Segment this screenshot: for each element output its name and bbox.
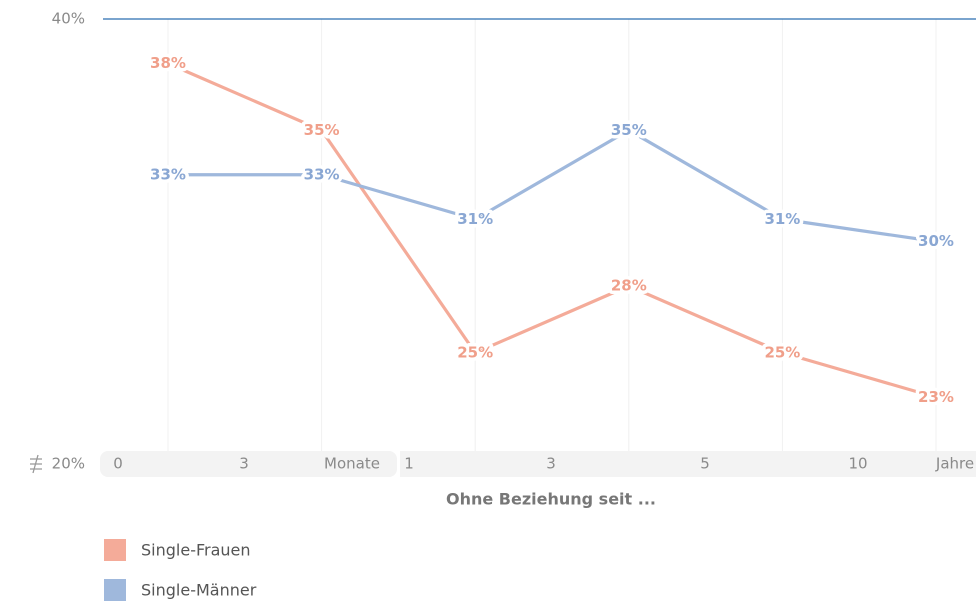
x-axis-label: 0 <box>113 455 123 473</box>
data-label: 28% <box>611 277 647 295</box>
legend-label: Single-Frauen <box>141 541 251 560</box>
x-axis-label: 3 <box>239 455 249 473</box>
data-label: 25% <box>457 343 493 361</box>
data-label: 38% <box>150 54 186 72</box>
legend-label: Single-Männer <box>141 581 257 600</box>
data-label: 31% <box>457 210 493 228</box>
series-line <box>167 62 937 399</box>
axis-band <box>400 451 976 477</box>
data-label: 33% <box>304 165 340 183</box>
y-tick-label: 40% <box>52 10 85 28</box>
series-line <box>168 128 937 244</box>
x-axis-label: Jahre <box>935 455 974 473</box>
data-label: 35% <box>304 121 340 139</box>
data-label: 33% <box>150 165 186 183</box>
x-axis-label: Monate <box>324 455 380 473</box>
data-label: 23% <box>918 388 954 406</box>
axis-break <box>30 454 42 474</box>
legend-swatch <box>104 539 126 561</box>
data-label: 30% <box>918 232 954 250</box>
axis-band <box>100 451 397 477</box>
x-axis-title: Ohne Beziehung seit ... <box>446 490 656 509</box>
legend-swatch <box>104 579 126 601</box>
x-axis-label: 5 <box>700 455 710 473</box>
data-label: 35% <box>611 121 647 139</box>
x-axis-label: 3 <box>546 455 556 473</box>
data-label: 25% <box>764 343 800 361</box>
x-axis-label: 1 <box>404 455 414 473</box>
x-axis-label: 10 <box>848 455 867 473</box>
data-label: 31% <box>764 210 800 228</box>
y-tick-label: 20% <box>52 455 85 473</box>
